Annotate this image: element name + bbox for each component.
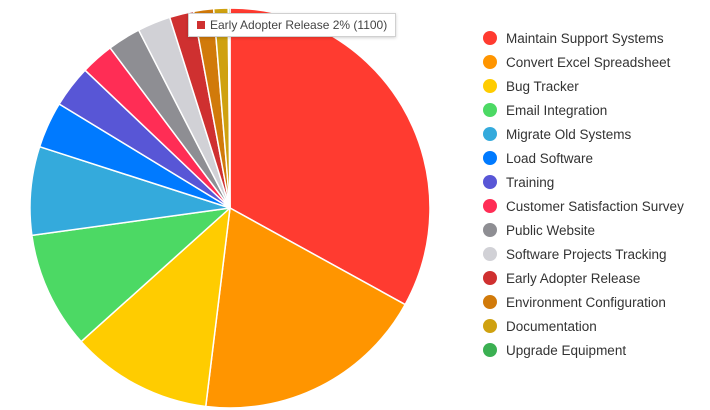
legend-item-13[interactable]: Upgrade Equipment bbox=[480, 338, 705, 362]
legend-item-4[interactable]: Migrate Old Systems bbox=[480, 122, 705, 146]
legend-item-2[interactable]: Bug Tracker bbox=[480, 74, 705, 98]
legend-item-7[interactable]: Customer Satisfaction Survey bbox=[480, 194, 705, 218]
legend-dot-icon bbox=[483, 103, 497, 117]
legend-item-11[interactable]: Environment Configuration bbox=[480, 290, 705, 314]
chart-tooltip: Early Adopter Release 2% (1100) bbox=[188, 13, 397, 37]
legend-item-10[interactable]: Early Adopter Release bbox=[480, 266, 705, 290]
legend-label: Documentation bbox=[506, 318, 597, 334]
legend-label: Convert Excel Spreadsheet bbox=[506, 54, 671, 70]
pie-slice-2[interactable] bbox=[80, 207, 231, 408]
legend-dot-icon bbox=[483, 175, 497, 189]
legend-dot-icon bbox=[483, 151, 497, 165]
legend-item-6[interactable]: Training bbox=[480, 170, 705, 194]
pie-slice-13[interactable] bbox=[227, 7, 231, 209]
legend-label: Load Software bbox=[506, 150, 594, 166]
legend-item-1[interactable]: Convert Excel Spreadsheet bbox=[480, 50, 705, 74]
legend-dot-icon bbox=[483, 31, 497, 45]
legend-label: Training bbox=[506, 174, 555, 190]
legend-dot-icon bbox=[483, 271, 497, 285]
pie-slice-1[interactable] bbox=[204, 207, 406, 409]
legend-item-12[interactable]: Documentation bbox=[480, 314, 705, 338]
legend-dot-icon bbox=[483, 343, 497, 357]
legend-label: Early Adopter Release bbox=[506, 270, 641, 286]
legend-label: Upgrade Equipment bbox=[506, 342, 627, 358]
tooltip-text: Early Adopter Release 2% (1100) bbox=[210, 18, 388, 32]
legend-label: Migrate Old Systems bbox=[506, 126, 632, 142]
legend-item-9[interactable]: Software Projects Tracking bbox=[480, 242, 705, 266]
legend-item-5[interactable]: Load Software bbox=[480, 146, 705, 170]
legend-label: Maintain Support Systems bbox=[506, 30, 664, 46]
legend-label: Bug Tracker bbox=[506, 78, 579, 94]
legend-dot-icon bbox=[483, 247, 497, 261]
legend-item-3[interactable]: Email Integration bbox=[480, 98, 705, 122]
legend-item-0[interactable]: Maintain Support Systems bbox=[480, 26, 705, 50]
pie-slice-3[interactable] bbox=[31, 207, 231, 343]
legend-label: Email Integration bbox=[506, 102, 608, 118]
legend-dot-icon bbox=[483, 223, 497, 237]
legend-dot-icon bbox=[483, 319, 497, 333]
legend-label: Public Website bbox=[506, 222, 596, 238]
legend-dot-icon bbox=[483, 127, 497, 141]
legend-label: Environment Configuration bbox=[506, 294, 666, 310]
legend-item-8[interactable]: Public Website bbox=[480, 218, 705, 242]
chart-legend: Maintain Support Systems Convert Excel Sp… bbox=[480, 26, 705, 362]
legend-label: Customer Satisfaction Survey bbox=[506, 198, 684, 214]
legend-dot-icon bbox=[483, 55, 497, 69]
legend-dot-icon bbox=[483, 199, 497, 213]
legend-label: Software Projects Tracking bbox=[506, 246, 667, 262]
tooltip-swatch bbox=[197, 21, 205, 29]
legend-dot-icon bbox=[483, 79, 497, 93]
legend-dot-icon bbox=[483, 295, 497, 309]
